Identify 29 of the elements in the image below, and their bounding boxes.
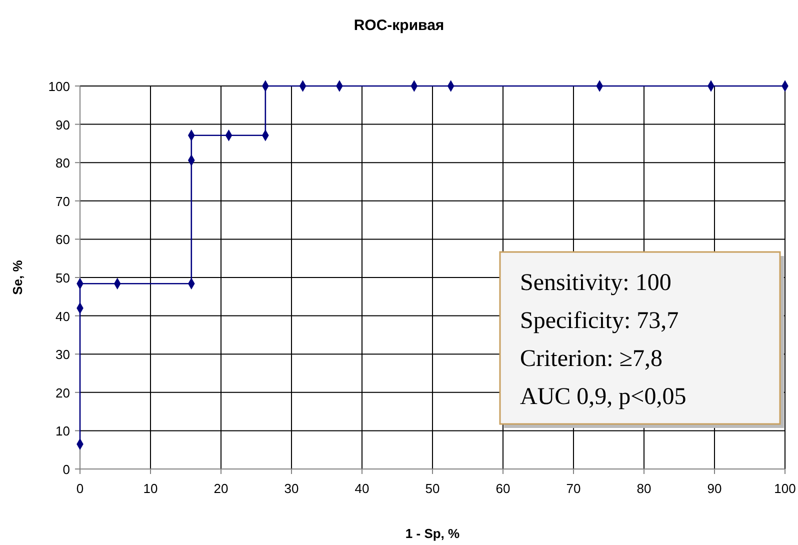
y-tick-label: 60 — [56, 232, 70, 248]
x-tick-label: 30 — [284, 481, 299, 496]
x-tick-label: 80 — [636, 481, 652, 496]
x-tick-label: 10 — [143, 481, 158, 496]
y-tick-label: 90 — [56, 117, 70, 132]
y-tick-label: 0 — [62, 462, 70, 477]
y-tick-label: 10 — [56, 424, 70, 439]
x-tick-label: 70 — [566, 481, 581, 496]
y-tick-label: 50 — [56, 270, 70, 286]
y-tick-label: 20 — [56, 385, 70, 400]
x-tick-label: 40 — [354, 481, 370, 496]
annotation: AUC 0,9, p<0,05 — [520, 384, 686, 410]
y-axis-title: Se, % — [10, 260, 25, 295]
x-tick-label: 100 — [774, 481, 796, 496]
y-tick-label: 30 — [56, 347, 70, 362]
x-tick-label: 60 — [496, 481, 510, 496]
annotation: Specificity: 73,7 — [520, 308, 679, 334]
annotation: Criterion: ≥7,8 — [520, 346, 662, 372]
x-tick-label: 20 — [214, 481, 228, 496]
y-tick-label: 80 — [56, 156, 70, 171]
annotation: Sensitivity: 100 — [520, 270, 672, 296]
y-tick-label: 70 — [56, 194, 70, 209]
y-tick-label: 40 — [56, 308, 70, 324]
x-tick-label: 50 — [425, 481, 440, 496]
x-tick-label: 0 — [76, 481, 84, 496]
x-axis-title: 1 - Sp, % — [405, 526, 460, 541]
chart-title: ROC-кривая — [354, 17, 444, 34]
x-tick-label: 90 — [707, 481, 722, 496]
y-tick-label: 100 — [48, 79, 70, 94]
